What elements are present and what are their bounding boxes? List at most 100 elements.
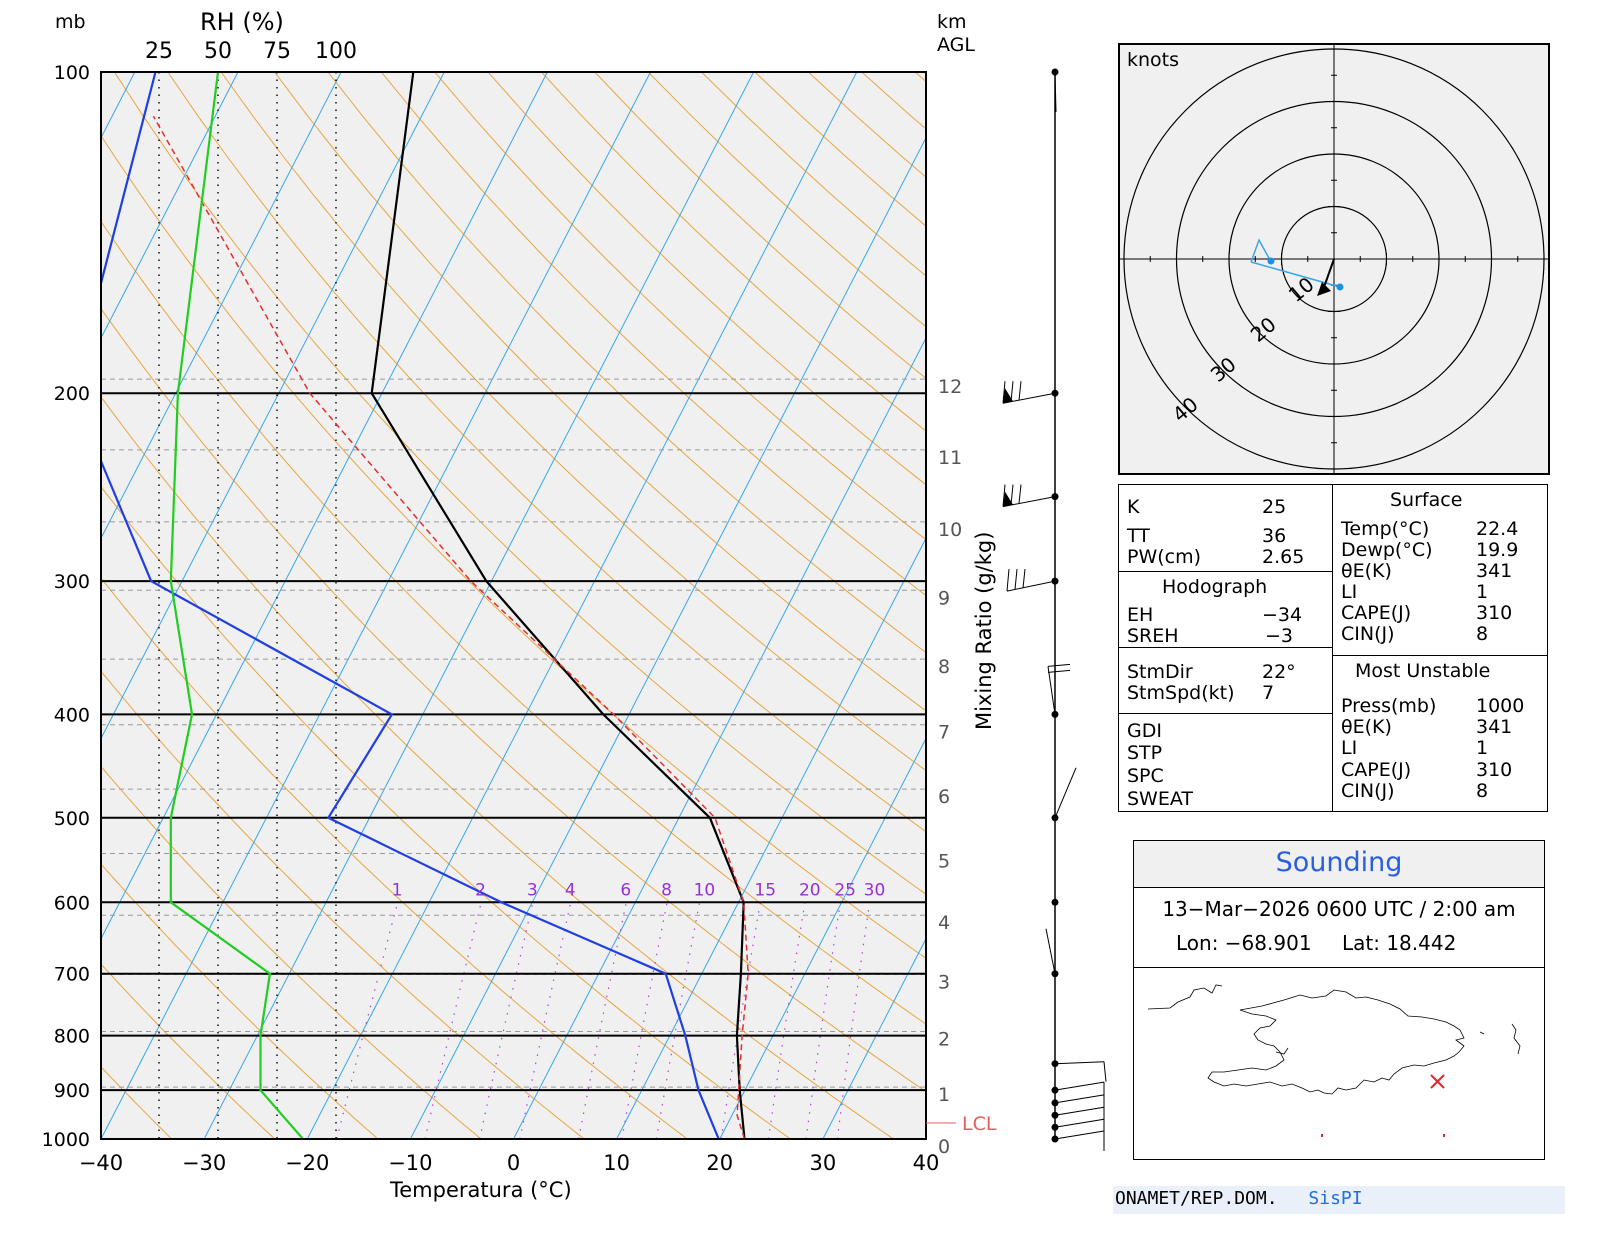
- mu-cape-value: 310: [1476, 759, 1513, 781]
- wind-barb: [1054, 1094, 1105, 1115]
- hodograph-point: [1267, 257, 1275, 265]
- height-tick-label: 1: [938, 1084, 950, 1106]
- height-tick-label: 0: [938, 1136, 950, 1158]
- hodograph-trace: [1250, 238, 1271, 263]
- plot-frame: [100, 71, 927, 1140]
- dewpoint-trace: [101, 72, 720, 1139]
- pressure-axis-title: mb: [55, 11, 86, 33]
- mu-press-label: Press(mb): [1341, 695, 1437, 717]
- rh-grid: [158, 72, 337, 1139]
- pressure-tick-label: 300: [54, 571, 90, 593]
- dry-adiabat: [274, 72, 926, 712]
- mu-li-value: 1: [1476, 737, 1489, 759]
- x-tick-label: −20: [285, 1151, 329, 1175]
- isotherm: [101, 72, 445, 740]
- height-tick-label: 4: [938, 912, 950, 934]
- wind-barb: [1054, 71, 1057, 113]
- surface-cin-label: CIN(J): [1341, 623, 1395, 645]
- rh-tick-label: 50: [204, 39, 232, 64]
- gdi-label: GDI: [1127, 720, 1162, 742]
- dry-adiabat: [434, 72, 926, 541]
- surface-li-value: 1: [1476, 581, 1489, 603]
- surface-thetae-value: 341: [1476, 560, 1513, 582]
- k-value: 25: [1262, 496, 1287, 518]
- pressure-tick-label: 900: [54, 1080, 90, 1102]
- pressure-tick-label: 200: [54, 383, 90, 405]
- storm-motion-arrow-icon: [1317, 282, 1331, 296]
- height-tick-label: 9: [938, 587, 950, 609]
- wind-barb: [1054, 1130, 1105, 1151]
- x-axis: −40 −30 −20 −10 0 10 20 30 40: [79, 1151, 940, 1175]
- mu-thetae-value: 341: [1476, 716, 1513, 738]
- wind-barb: [1002, 484, 1056, 508]
- rh-trace: [169, 72, 304, 1139]
- height-axis-title: km: [937, 11, 967, 33]
- stmdir-label: StmDir: [1127, 661, 1193, 683]
- x-tick-label: 10: [603, 1151, 630, 1175]
- k-label: K: [1127, 496, 1140, 518]
- mixing-ratio-ticks: 1 2 3 4 6 8 10 15 20 25 30: [392, 880, 886, 900]
- surface-temp-value: 22.4: [1476, 518, 1519, 540]
- height-tick-label: 10: [938, 519, 962, 541]
- footer-bar: ONAMET/REP.DOM. SisPI: [1113, 1186, 1565, 1214]
- mu-thetae-label: θE(K): [1341, 716, 1392, 738]
- rh-axis: 25 50 75 100: [145, 39, 357, 64]
- isotherm: [0, 72, 32, 1139]
- height-tick-label: 3: [938, 971, 950, 993]
- mu-press-value: 1000: [1476, 695, 1525, 717]
- pressure-tick-label: 800: [54, 1026, 90, 1048]
- mixing-ratio-tick: 15: [754, 880, 776, 900]
- isotherm: [101, 72, 239, 340]
- rh-tick-label: 75: [263, 39, 291, 64]
- temperature-trace: [370, 72, 746, 1139]
- x-tick-label: −30: [182, 1151, 226, 1175]
- surface-cape-label: CAPE(J): [1341, 602, 1412, 624]
- isotherm: [719, 737, 926, 1139]
- mixing-ratio-tick: 8: [661, 880, 672, 900]
- lcl-label: LCL: [962, 1113, 997, 1135]
- wind-barb: [1045, 928, 1056, 974]
- tt-value: 36: [1262, 525, 1287, 547]
- pressure-tick-label: 1000: [42, 1129, 90, 1151]
- hodograph-units: knots: [1127, 49, 1179, 71]
- footer-brand: SisPI: [1308, 1188, 1363, 1209]
- surface-dewp-value: 19.9: [1476, 539, 1519, 561]
- height-tick-label: 11: [938, 447, 962, 469]
- parcel-trace: [152, 115, 749, 1139]
- wind-barb: [1054, 1106, 1105, 1128]
- rh-axis-title: RH (%): [200, 8, 284, 36]
- isotherm: [203, 72, 755, 1139]
- isotherm: [306, 72, 858, 1139]
- pressure-tick-label: 600: [54, 892, 90, 914]
- wind-barb: [1047, 666, 1056, 715]
- isotherm: [101, 72, 651, 1139]
- wind-barb: [1054, 1118, 1105, 1140]
- dry-adiabat: [101, 670, 585, 1139]
- island-coastline: [1147, 984, 1465, 1095]
- stp-label: STP: [1127, 742, 1163, 764]
- sounding-lon: Lon: −68.901: [1176, 931, 1312, 955]
- mixing-ratio-title: Mixing Ratio (g/kg): [972, 532, 996, 730]
- wind-level-dot: [1051, 898, 1059, 906]
- eh-value: −34: [1262, 604, 1303, 626]
- pw-value: 2.65: [1262, 546, 1305, 568]
- dry-adiabat: [113, 72, 926, 895]
- location-marker-icon: [1430, 1074, 1445, 1089]
- surface-li-label: LI: [1341, 581, 1358, 603]
- dry-adiabat: [101, 307, 926, 1093]
- surface-temp-label: Temp(°C): [1341, 518, 1430, 540]
- dry-adiabat: [327, 72, 926, 654]
- plot-guides: [0, 72, 926, 1139]
- isotherm: [513, 336, 926, 1139]
- mixing-ratio-tick: 4: [565, 880, 576, 900]
- sweat-label: SWEAT: [1127, 788, 1193, 810]
- footer-org: ONAMET/REP.DOM.: [1115, 1188, 1278, 1209]
- sounding-title: Sounding: [1275, 847, 1403, 878]
- wind-barb: [1002, 381, 1056, 404]
- mu-cin-value: 8: [1476, 780, 1489, 802]
- sounding-lat: Lat: 18.442: [1342, 931, 1457, 955]
- height-tick-label: 6: [938, 786, 950, 808]
- surface-title: Surface: [1390, 489, 1463, 511]
- spc-label: SPC: [1127, 765, 1164, 787]
